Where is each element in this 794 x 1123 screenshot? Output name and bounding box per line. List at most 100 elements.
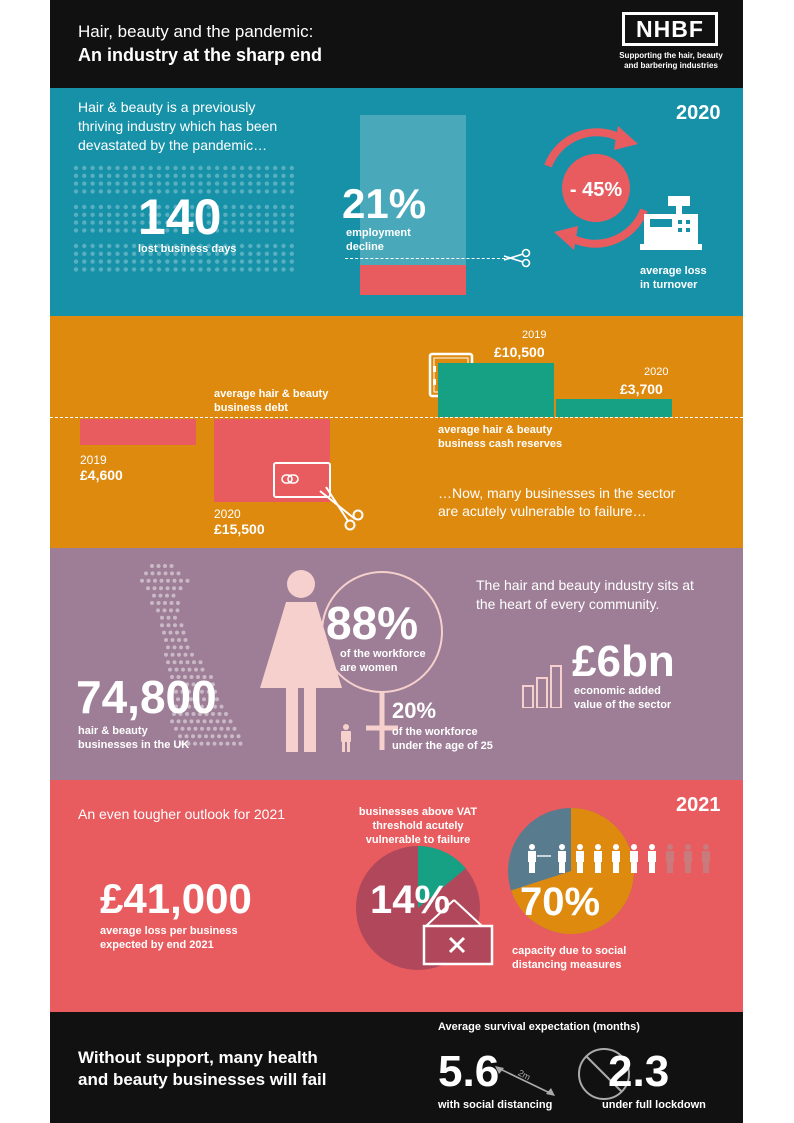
map-dot [170,652,175,657]
calendar-dot [181,220,187,225]
calendar-dot [248,220,253,225]
calendar-dot [107,243,112,249]
map-dot [232,741,236,746]
calendar-dot [98,173,104,178]
calendar-dot [148,251,153,256]
person-icon [630,844,638,873]
map-dot [172,645,177,650]
calendar-dot [140,204,145,210]
calendar-dot [231,220,236,225]
calendar-dot [82,259,87,264]
calendar-dot [289,212,294,217]
calendar-dot [107,212,112,217]
map-dot [176,719,181,724]
map-dot [179,645,183,650]
loss-value: £41,000 [100,875,252,922]
calendar-dot [165,220,170,225]
cash-2020-value: £3,700 [620,381,663,397]
calendar-dot [73,181,79,186]
calendar-dot [90,228,95,233]
debt-label-line2: business debt [214,402,288,414]
map-dot [174,689,178,694]
calendar-dot [248,181,253,186]
cash-bar-2019 [438,363,554,417]
calendar-dot [214,243,220,249]
calendar-dot [165,189,170,194]
calendar-dot [115,204,120,210]
map-dot [173,615,177,620]
map-dot [186,741,191,746]
calendar-dot [231,204,236,210]
calendar-dot [115,259,120,264]
calendar-dot [256,212,261,217]
calendar-dot [140,228,145,233]
map-dot [206,704,211,709]
bar-chart-icon [522,665,562,708]
young-label-line2: under the age of 25 [392,740,493,752]
outlook-intro: An even tougher outlook for 2021 [78,806,286,822]
map-dot [164,638,168,642]
calendar-dot [239,189,245,194]
calendar-dot [98,220,104,225]
calendar-dot [214,165,220,171]
calendar-dot [223,243,228,249]
calendar-dot [123,228,128,233]
map-dot [172,586,176,591]
calendar-dot [248,212,253,217]
calendar-dot [231,259,236,264]
calendar-dot [214,251,220,256]
calendar-dot [156,243,162,249]
calendar-dot [206,228,211,233]
map-dot [213,689,217,694]
map-dot [200,726,204,731]
calendar-dot [140,251,145,256]
calendar-dot [156,173,162,178]
map-dot [176,675,181,679]
calendar-dot [181,228,187,233]
debt-2020-year: 2020 [214,507,241,521]
calendar-dot [281,243,286,249]
calendar-dot [115,181,120,186]
map-dot [166,623,171,628]
map-dot [178,734,182,739]
map-dot [175,630,179,635]
calendar-dot [264,259,270,264]
map-dot [222,719,226,724]
calendar-dot [123,204,128,210]
map-dot [146,578,151,583]
map-dot [162,608,167,613]
calendar-dot [256,173,261,178]
calendar-dot [181,189,187,194]
calendar-dot [107,189,112,194]
calendar-dot [214,220,220,225]
calendar-dot [107,181,112,186]
map-dot [144,571,148,576]
map-dot [181,667,185,672]
calendar-dot [107,267,112,272]
calendar-dot [273,165,278,171]
footer-headline-line1: Without support, many health [78,1048,318,1067]
map-dot [226,726,230,731]
calendar-dot [273,243,278,249]
calendar-dot [123,165,128,171]
map-dot [213,704,217,709]
calendar-dot [264,228,270,233]
calendar-dot [264,181,270,186]
calendar-dot [173,243,178,249]
vat-value: 14% [370,878,451,922]
calendar-dot [198,220,203,225]
calendar-dot [123,267,128,272]
gva-value: £6bn [572,637,675,686]
calendar-dot [281,251,286,256]
turnover-value: - 45% [569,179,623,201]
calendar-dot [165,173,170,178]
calendar-dot [173,181,178,186]
calendar-dot [82,220,87,225]
map-dot [158,593,163,598]
calendar-dot [289,204,294,210]
map-dot [171,593,176,598]
calendar-dot [223,165,228,171]
map-dot [175,608,180,613]
map-dot [162,630,166,635]
map-dot [206,741,210,746]
